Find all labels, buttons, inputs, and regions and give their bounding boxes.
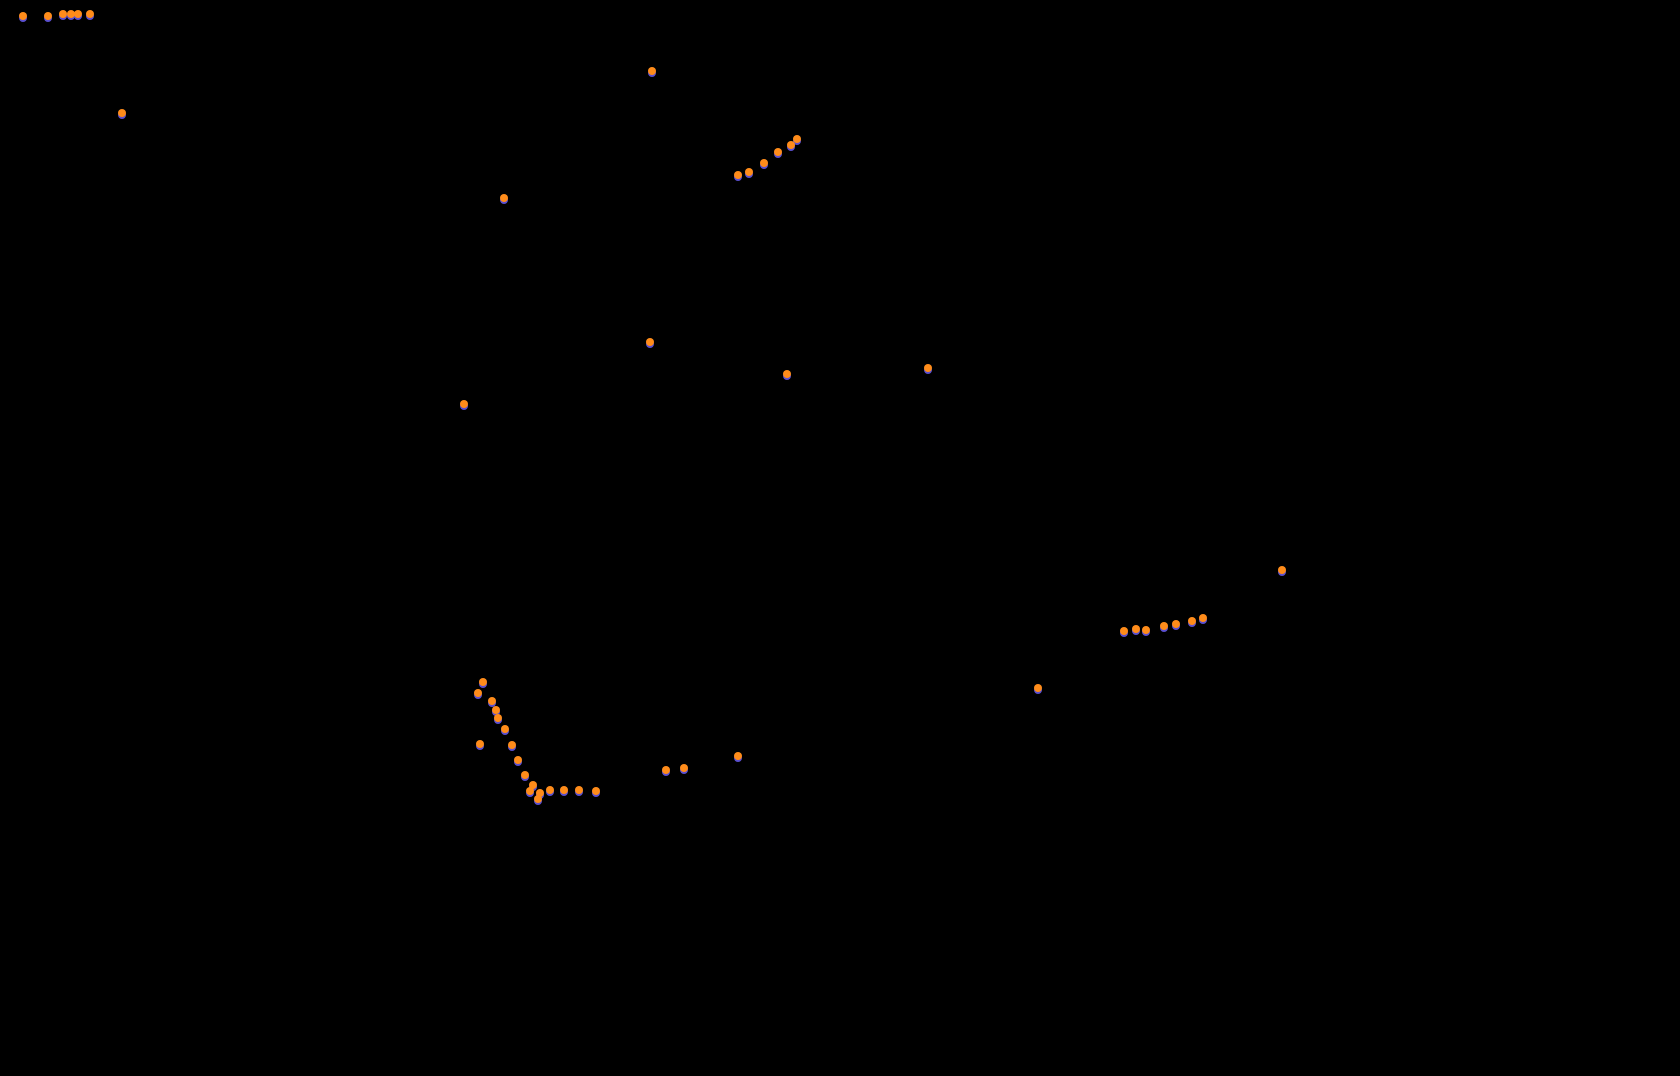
scatter-point [592,787,600,795]
scatter-point [1132,625,1140,633]
scatter-point [501,725,509,733]
scatter-point [1278,566,1286,574]
scatter-point [494,714,502,722]
scatter-point [476,740,484,748]
scatter-point [86,10,94,18]
scatter-point [59,10,67,18]
scatter-point [774,148,782,156]
scatter-point [575,786,583,794]
scatter-point [1034,684,1042,692]
scatter-point [734,752,742,760]
scatter-point [479,678,487,686]
scatter-point [783,370,791,378]
scatter-point [760,159,768,167]
scatter-point [488,697,496,705]
scatter-point [646,338,654,346]
scatter-point [1199,614,1207,622]
scatter-point [514,756,522,764]
scatter-point [560,786,568,794]
scatter-point [474,689,482,697]
scatter-point [508,741,516,749]
scatter-point [734,171,742,179]
scatter-point [74,10,82,18]
scatter-point [534,795,542,803]
scatter-point [526,787,534,795]
scatter-point [1188,617,1196,625]
scatter-point [1172,620,1180,628]
scatter-point [745,168,753,176]
scatter-point [44,12,52,20]
scatter-point [492,706,500,714]
scatter-point [793,135,801,143]
scatter-point [500,194,508,202]
scatter-point [1142,626,1150,634]
scatter-point [648,67,656,75]
scatter-point [19,12,27,20]
scatter-point [924,364,932,372]
scatter-point [546,786,554,794]
scatter-point [680,764,688,772]
scatter-point [460,400,468,408]
scatter-plot [0,0,1680,1076]
scatter-point [662,766,670,774]
scatter-point [1120,627,1128,635]
scatter-point [1160,622,1168,630]
scatter-point [521,771,529,779]
scatter-point [118,109,126,117]
